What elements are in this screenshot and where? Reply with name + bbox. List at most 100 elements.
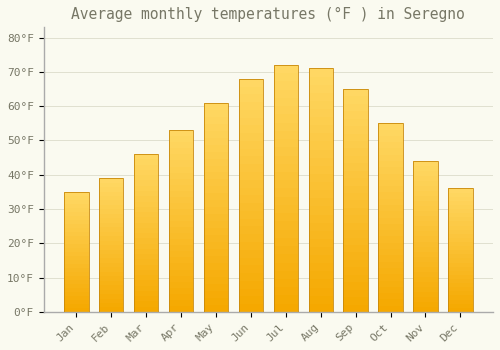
- Bar: [134, 259, 158, 265]
- Bar: [134, 154, 158, 160]
- Bar: [169, 136, 194, 142]
- Bar: [308, 255, 333, 263]
- Bar: [169, 233, 194, 239]
- Bar: [238, 265, 263, 273]
- Bar: [64, 260, 88, 264]
- Bar: [64, 300, 88, 304]
- Bar: [274, 271, 298, 279]
- Bar: [274, 155, 298, 164]
- Bar: [448, 242, 472, 246]
- Bar: [414, 302, 438, 307]
- Bar: [169, 197, 194, 203]
- Bar: [448, 217, 472, 222]
- Bar: [308, 69, 333, 312]
- Bar: [344, 230, 368, 238]
- Title: Average monthly temperatures (°F ) in Seregno: Average monthly temperatures (°F ) in Se…: [72, 7, 465, 22]
- Bar: [344, 252, 368, 260]
- Bar: [274, 197, 298, 205]
- Bar: [378, 161, 403, 167]
- Bar: [448, 291, 472, 295]
- Bar: [169, 300, 194, 306]
- Bar: [204, 214, 228, 221]
- Bar: [274, 279, 298, 287]
- Bar: [448, 197, 472, 201]
- Bar: [99, 245, 124, 250]
- Bar: [274, 262, 298, 271]
- Bar: [414, 257, 438, 262]
- Bar: [274, 180, 298, 189]
- Bar: [414, 267, 438, 272]
- Bar: [204, 263, 228, 270]
- Bar: [99, 205, 124, 209]
- Bar: [344, 238, 368, 245]
- Bar: [238, 149, 263, 156]
- Bar: [414, 191, 438, 196]
- Bar: [238, 172, 263, 180]
- Bar: [238, 141, 263, 149]
- Bar: [378, 180, 403, 186]
- Bar: [414, 307, 438, 312]
- Bar: [99, 183, 124, 187]
- Bar: [64, 296, 88, 300]
- Bar: [134, 291, 158, 296]
- Bar: [99, 294, 124, 299]
- Bar: [169, 191, 194, 197]
- Bar: [344, 148, 368, 156]
- Bar: [169, 306, 194, 312]
- Bar: [448, 225, 472, 230]
- Bar: [169, 275, 194, 282]
- Bar: [414, 161, 438, 312]
- Bar: [204, 298, 228, 305]
- Bar: [169, 264, 194, 270]
- Bar: [378, 123, 403, 312]
- Bar: [448, 308, 472, 312]
- Bar: [274, 287, 298, 295]
- Bar: [169, 142, 194, 148]
- Bar: [169, 257, 194, 264]
- Bar: [344, 178, 368, 186]
- Bar: [308, 125, 333, 133]
- Bar: [308, 93, 333, 101]
- Bar: [204, 103, 228, 312]
- Bar: [238, 79, 263, 86]
- Bar: [134, 160, 158, 165]
- Bar: [238, 203, 263, 211]
- Bar: [169, 239, 194, 245]
- Bar: [99, 272, 124, 276]
- Bar: [134, 154, 158, 312]
- Bar: [238, 281, 263, 289]
- Bar: [238, 234, 263, 242]
- Bar: [274, 106, 298, 114]
- Bar: [169, 294, 194, 300]
- Bar: [414, 186, 438, 191]
- Bar: [308, 296, 333, 304]
- Bar: [414, 222, 438, 226]
- Bar: [99, 196, 124, 201]
- Bar: [378, 256, 403, 262]
- Bar: [238, 296, 263, 304]
- Bar: [344, 89, 368, 312]
- Bar: [64, 232, 88, 236]
- Bar: [344, 260, 368, 267]
- Bar: [344, 215, 368, 223]
- Bar: [344, 201, 368, 208]
- Bar: [64, 216, 88, 220]
- Bar: [64, 284, 88, 288]
- Bar: [344, 208, 368, 215]
- Bar: [308, 206, 333, 215]
- Bar: [344, 297, 368, 304]
- Bar: [378, 243, 403, 249]
- Bar: [64, 264, 88, 268]
- Bar: [308, 182, 333, 190]
- Bar: [64, 204, 88, 208]
- Bar: [204, 152, 228, 159]
- Bar: [378, 211, 403, 218]
- Bar: [99, 267, 124, 272]
- Bar: [134, 233, 158, 238]
- Bar: [448, 246, 472, 250]
- Bar: [378, 287, 403, 293]
- Bar: [134, 301, 158, 307]
- Bar: [274, 90, 298, 98]
- Bar: [448, 209, 472, 213]
- Bar: [204, 284, 228, 291]
